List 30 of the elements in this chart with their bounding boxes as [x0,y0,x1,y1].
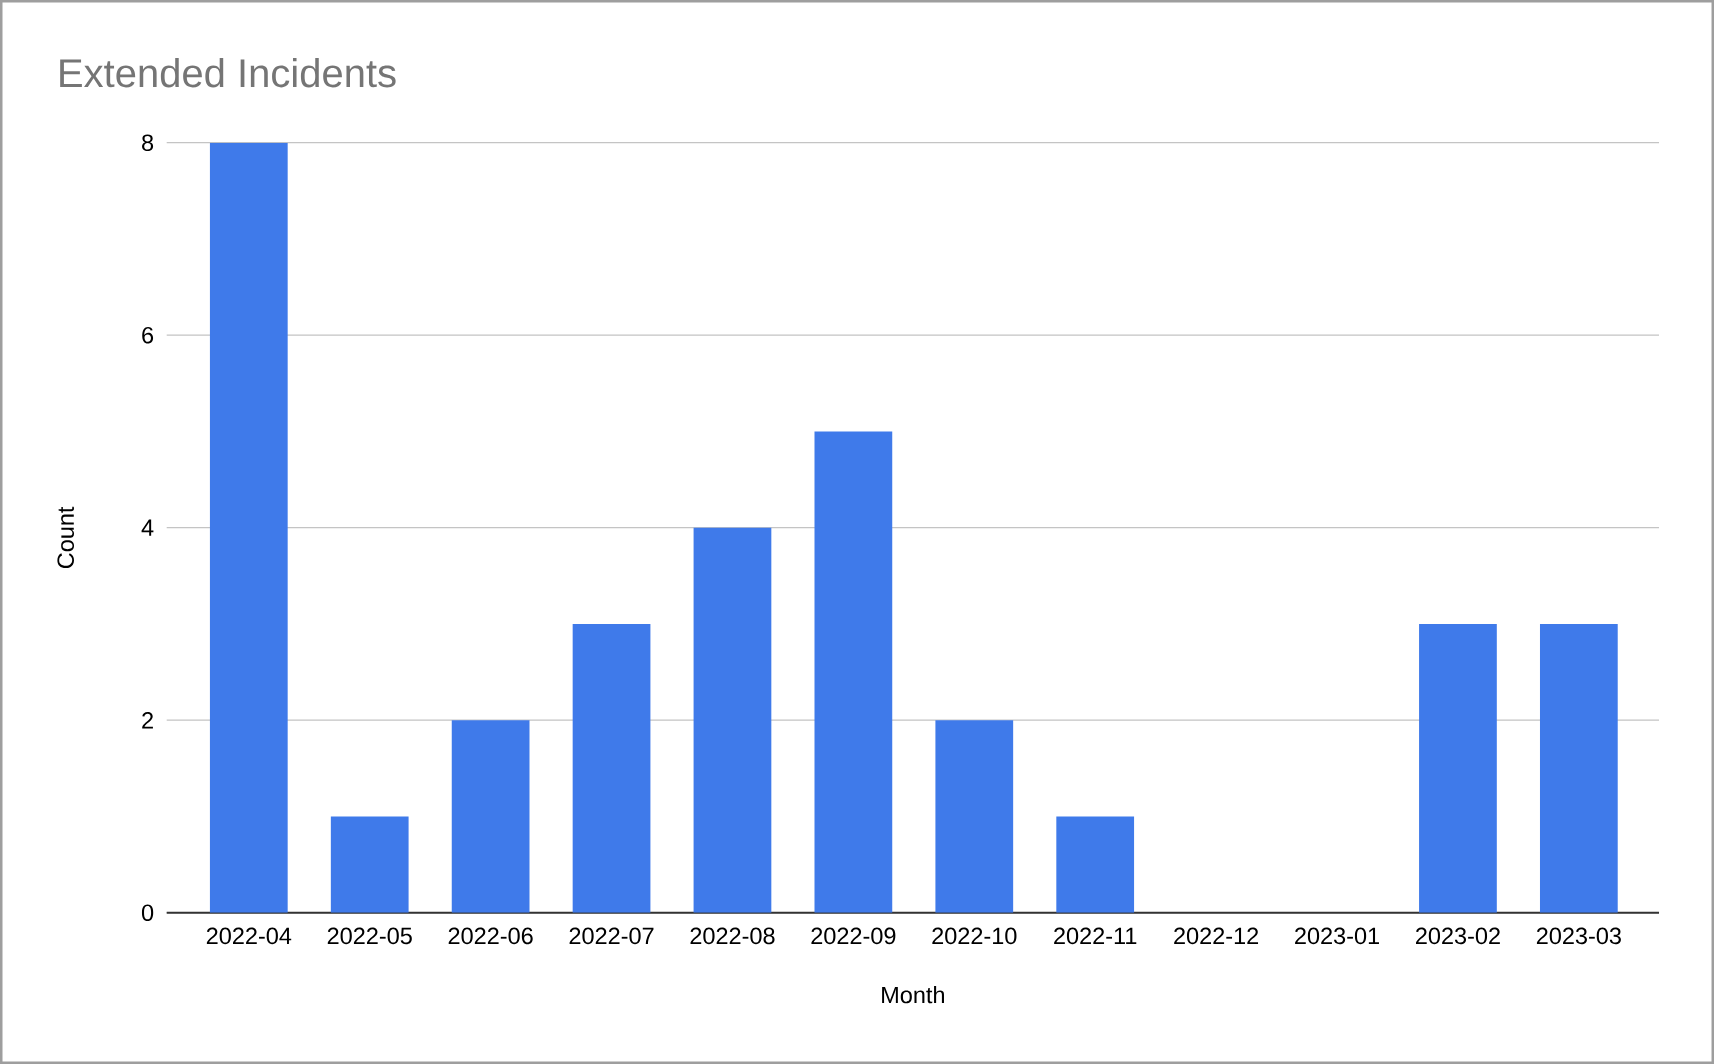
bar [693,527,772,913]
bar [572,623,651,913]
y-tick-label: 8 [142,134,154,152]
x-tick-label: 2022-07 [569,927,654,945]
x-tick-label: 2022-08 [690,927,775,945]
x-tick-label: 2022-06 [448,927,533,945]
y-tick-label: 4 [141,519,154,536]
y-tick-label: 0 [141,904,154,922]
x-axis-title: Month [882,986,944,1004]
y-tick-label: 6 [142,326,154,344]
x-tick-label: 2022-11 [1054,927,1137,945]
x-tick-label: 2022-04 [206,927,292,945]
bar [1056,816,1135,913]
y-tick-label: 2 [142,712,153,729]
x-tick-label: 2023-01 [1295,927,1379,945]
bar [451,720,530,913]
bar [209,142,288,913]
bar [1539,623,1618,913]
x-tick-label: 2022-05 [327,927,412,945]
x-tick-label: 2022-09 [811,927,896,945]
x-tick-label: 2023-03 [1536,927,1621,945]
chart-title: Extended Incidents [60,58,396,88]
x-tick-label: 2022-12 [1174,927,1259,945]
bar [935,720,1014,913]
y-axis-title: Count [57,506,75,569]
bar [330,816,409,913]
x-tick-label: 2023-02 [1416,927,1500,945]
bar [1419,623,1497,913]
bar [814,431,893,913]
x-tick-label: 2022-10 [932,927,1017,945]
